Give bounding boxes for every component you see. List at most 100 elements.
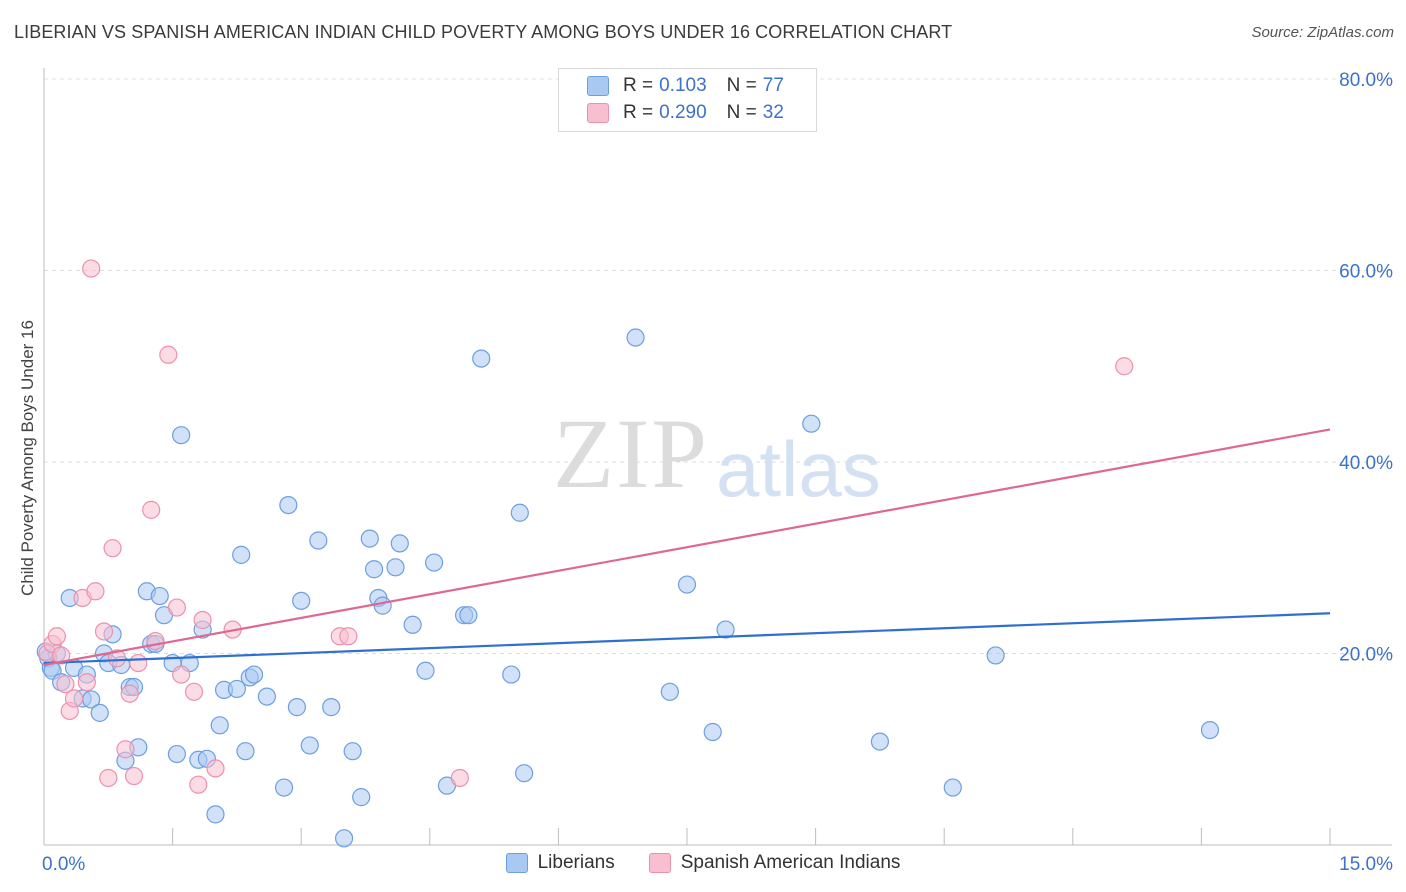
pink-swatch-icon: [648, 853, 671, 873]
data-point: [677, 575, 697, 594]
data-point: [103, 539, 122, 558]
data-point: [716, 620, 735, 639]
trend-lines: [43, 428, 1331, 667]
data-point: [232, 545, 251, 564]
legend-row-liberians: R = 0.103 N = 77: [587, 73, 804, 99]
data-point: [193, 610, 212, 630]
data-point: [1115, 357, 1134, 376]
watermark-zip: ZIP: [553, 398, 709, 509]
data-point: [124, 766, 144, 786]
data-point: [206, 805, 225, 824]
data-point: [82, 259, 101, 278]
axes: [43, 68, 1392, 846]
data-point: [390, 534, 409, 553]
data-point: [99, 768, 118, 788]
y-tick-label: 80.0%: [1339, 70, 1393, 91]
r-value: 0.103: [659, 75, 707, 96]
data-point: [386, 558, 405, 577]
data-point: [360, 529, 379, 548]
data-point: [510, 503, 529, 522]
n-label: N =: [726, 102, 757, 123]
data-point: [373, 596, 392, 615]
source-label: Source: ZipAtlas.com: [1251, 24, 1394, 41]
data-point: [159, 345, 178, 364]
trend-line: [43, 428, 1331, 667]
x-tick-label: 0.0%: [42, 854, 85, 875]
data-point: [802, 414, 821, 433]
data-point: [279, 495, 298, 515]
data-point: [472, 349, 491, 368]
r-label: R =: [623, 102, 654, 123]
data-point: [189, 775, 208, 794]
legend-item-liberians: Liberians: [505, 852, 615, 874]
y-tick-label: 60.0%: [1339, 262, 1393, 283]
r-value: 0.290: [659, 102, 707, 123]
data-point: [403, 615, 422, 634]
y-tick-label: 20.0%: [1339, 645, 1393, 666]
data-point: [322, 698, 341, 717]
data-point: [364, 560, 384, 579]
x-tick-label: 15.0%: [1339, 854, 1393, 875]
data-point: [943, 778, 962, 797]
legend-label: Liberians: [537, 852, 615, 873]
data-point: [150, 586, 169, 606]
data-point: [309, 531, 328, 550]
data-point: [244, 665, 264, 684]
data-point: [424, 553, 444, 572]
data-point: [129, 653, 148, 673]
data-point: [47, 627, 66, 646]
data-point: [64, 689, 84, 708]
data-point: [120, 684, 139, 703]
data-point: [172, 426, 191, 445]
data-point: [227, 679, 246, 699]
r-label: R =: [623, 75, 654, 96]
legend-row-spanish-american-indians: R = 0.290 N = 32: [587, 100, 804, 126]
data-point: [986, 646, 1005, 665]
data-point: [703, 722, 722, 742]
data-point: [870, 732, 890, 751]
data-point: [107, 649, 126, 668]
legend-item-spanish-american-indians: Spanish American Indians: [648, 852, 901, 874]
data-point: [172, 665, 191, 684]
data-point: [292, 591, 311, 610]
blue-swatch-icon: [505, 853, 528, 873]
data-point: [300, 736, 319, 755]
n-value: 32: [762, 102, 784, 123]
data-point: [77, 673, 96, 692]
grid-lines: [44, 78, 1392, 654]
data-point: [626, 328, 645, 347]
data-point: [502, 665, 521, 684]
n-label: N =: [726, 75, 757, 96]
data-point: [459, 606, 478, 625]
data-point: [116, 740, 135, 759]
data-point: [287, 698, 307, 717]
blue-swatch-icon: [587, 76, 609, 96]
y-tick-label: 40.0%: [1339, 453, 1393, 474]
data-point: [450, 768, 469, 788]
n-value: 77: [762, 75, 784, 96]
data-point: [1200, 720, 1220, 740]
chart-title: LIBERIAN VS SPANISH AMERICAN INDIAN CHIL…: [14, 22, 953, 42]
data-point: [86, 582, 105, 601]
pink-swatch-icon: [587, 103, 609, 123]
data-point: [146, 631, 165, 651]
data-point: [184, 682, 204, 701]
data-point: [167, 598, 186, 617]
data-point: [236, 742, 255, 761]
data-point: [257, 687, 277, 706]
data-point: [343, 742, 362, 761]
legend-label: Spanish American Indians: [680, 852, 901, 873]
data-point: [515, 764, 534, 783]
data-point: [416, 661, 435, 680]
data-point: [274, 778, 294, 797]
tick-labels: 20.0% 40.0% 60.0% 80.0% 0.0% 15.0%: [42, 70, 1393, 875]
data-point: [56, 675, 75, 694]
data-point: [334, 829, 354, 848]
data-point: [660, 682, 679, 701]
watermark-atlas: atlas: [716, 425, 881, 513]
data-point: [52, 646, 71, 665]
trend-line: [43, 612, 1331, 665]
data-point: [90, 703, 109, 722]
data-point: [94, 622, 114, 641]
